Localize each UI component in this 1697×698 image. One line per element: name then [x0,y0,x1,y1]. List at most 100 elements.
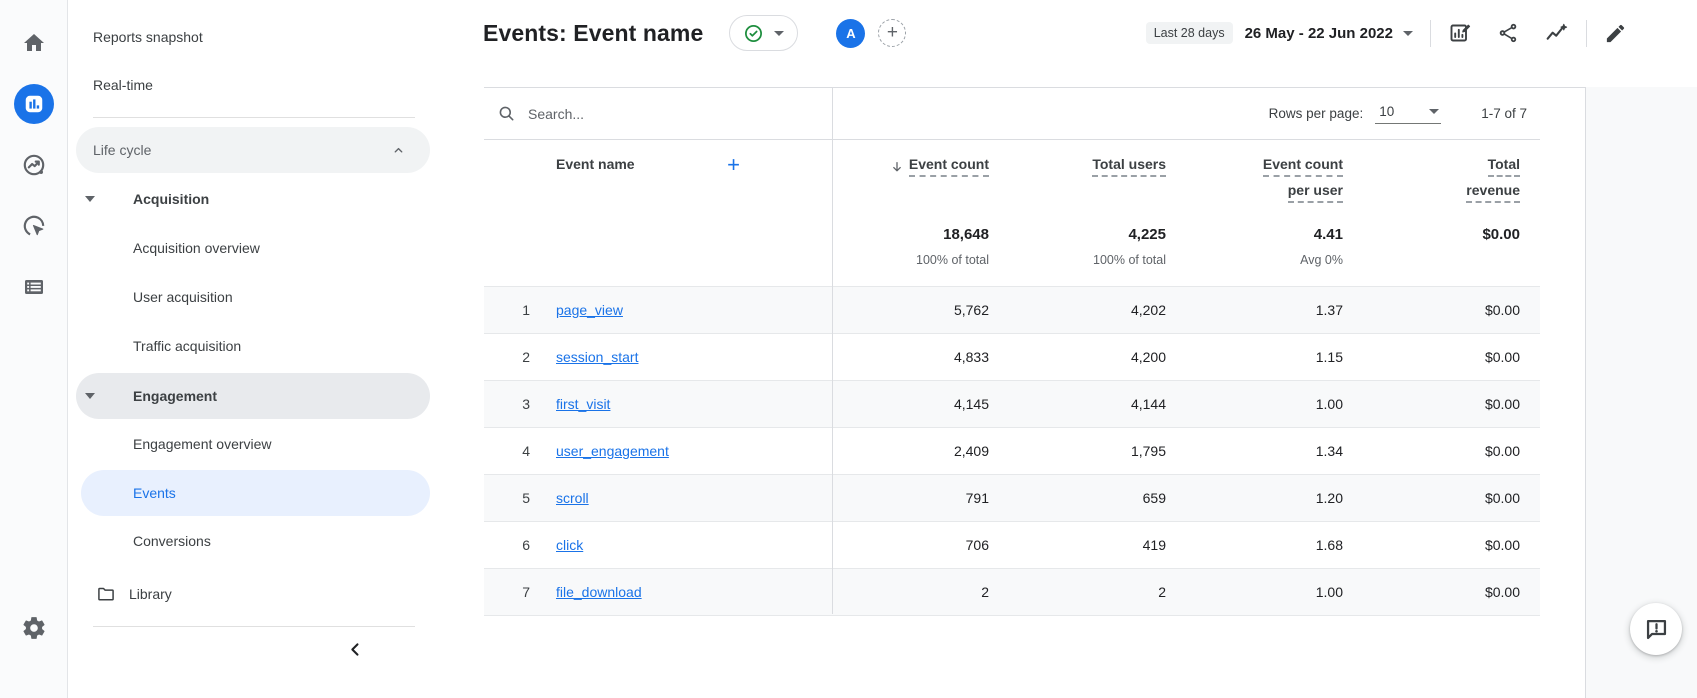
chevron-down-icon [1429,108,1440,114]
customize-report-icon[interactable] [1448,21,1472,45]
totals-value: 4,225 [1128,226,1166,243]
metric-value: 1.00 [1315,584,1343,600]
rows-per-page-select[interactable]: 10 [1375,104,1442,124]
report-header: Events: Event name A + Last 28 days 26 M… [443,0,1697,66]
sidebar-section-acquisition[interactable]: Acquisition [68,175,443,223]
pagination-range: 1-7 of 7 [1481,106,1527,121]
metric-value: 4,144 [1130,396,1166,412]
row-index: 2 [522,349,530,365]
date-preset-badge: Last 28 days [1145,22,1233,44]
table-header-row: Event name + Event count Total users Eve… [484,140,1540,212]
sidebar-divider [93,626,415,627]
sidebar-item-traffic-acquisition[interactable]: Traffic acquisition [68,322,443,370]
sidebar-collection-life-cycle[interactable]: Life cycle [76,127,430,173]
event-name-link[interactable]: file_download [556,584,642,600]
table-row: 5 scroll 791 659 1.20 $0.00 [484,474,1540,521]
sidebar-item-events-selected[interactable]: Events [81,470,430,516]
totals-subtitle: 100% of total [916,253,989,267]
metric-value: $0.00 [1484,443,1520,459]
sidebar-item-label: Conversions [133,533,211,549]
row-dimension-cell: 4 user_engagement [484,443,832,459]
column-header-event-count-per-user[interactable]: Event count per user [1186,140,1363,212]
column-header-label: Total users [1092,156,1166,177]
event-name-link[interactable]: scroll [556,490,589,506]
sidebar-item-reports-snapshot[interactable]: Reports snapshot [68,13,443,61]
sidebar-item-conversions[interactable]: Conversions [68,517,443,565]
report-status-pill[interactable] [729,15,799,51]
comparison-chip[interactable]: A [836,18,866,48]
feedback-bubble-icon [1643,616,1670,643]
dimension-header-label[interactable]: Event name [556,156,635,172]
event-name-link[interactable]: session_start [556,349,639,365]
admin-settings-button[interactable] [0,597,67,658]
metric-value: $0.00 [1484,302,1520,318]
collapse-sidebar-button[interactable] [346,640,365,659]
sidebar-item-realtime[interactable]: Real-time [68,61,443,109]
column-header-event-count[interactable]: Event count [832,140,1009,212]
sidebar-item-label: Traffic acquisition [133,338,242,354]
date-range-selector[interactable]: 26 May - 22 Jun 2022 [1244,24,1393,42]
event-name-link[interactable]: first_visit [556,396,611,412]
home-icon [22,31,46,55]
metric-value: $0.00 [1484,584,1520,600]
metric-value: 4,145 [953,396,989,412]
sidebar-item-label: Events [133,485,176,501]
row-index: 1 [522,302,530,318]
sidebar-item-engagement-overview[interactable]: Engagement overview [68,420,443,468]
column-header-total-users[interactable]: Total users [1009,140,1186,212]
feedback-button[interactable] [1630,603,1682,655]
sidebar-item-label: User acquisition [133,289,233,305]
list-icon [22,275,46,299]
row-index: 3 [522,396,530,412]
sidebar-section-engagement[interactable]: Engagement [76,373,430,419]
sidebar-item-library[interactable]: Library [68,570,443,618]
totals-value: 4.41 [1313,226,1343,243]
report-content: Rows per page: 10 1-7 of 7 Event name + [443,66,1697,698]
metric-value: $0.00 [1484,396,1520,412]
sort-descending-arrow-icon [890,160,904,174]
row-dimension-cell: 2 session_start [484,349,832,365]
event-name-link[interactable]: click [556,537,584,553]
edit-report-icon[interactable] [1604,22,1627,45]
sidebar-divider [93,117,415,118]
add-dimension-button[interactable]: + [727,152,740,177]
section-label: Engagement [133,388,218,404]
main-area: Events: Event name A + Last 28 days 26 M… [443,0,1697,698]
column-header-label: Event count [908,156,989,177]
column-header-label: Event count [1262,156,1343,177]
explore-nav-button[interactable] [0,134,67,195]
row-index: 4 [522,443,530,459]
chevron-up-icon [392,144,405,157]
totals-spacer [484,226,832,286]
add-comparison-button[interactable]: + [878,19,907,47]
folder-icon [96,584,116,604]
column-header-label: per user [1287,182,1343,203]
home-nav-button[interactable] [0,12,67,73]
toolbar-divider [1430,19,1431,47]
sidebar-item-acquisition-overview[interactable]: Acquisition overview [68,224,443,272]
event-name-link[interactable]: user_engagement [556,443,669,459]
configure-nav-button[interactable] [0,256,67,317]
metric-value: 1.00 [1315,396,1343,412]
sidebar-item-label: Reports snapshot [93,29,203,45]
row-index: 5 [522,490,530,506]
sidebar-item-label: Real-time [93,77,153,93]
row-index: 6 [522,537,530,553]
expand-triangle-icon [85,393,95,399]
chevron-down-icon[interactable] [1403,30,1413,36]
metric-value: 659 [1142,490,1166,506]
insights-icon[interactable] [1544,21,1569,46]
reports-nav-button[interactable] [0,73,67,134]
share-icon[interactable] [1497,22,1519,44]
sidebar-item-label: Engagement overview [133,436,272,452]
search-input[interactable] [528,105,758,122]
event-name-link[interactable]: page_view [556,302,623,318]
sidebar-item-user-acquisition[interactable]: User acquisition [68,273,443,321]
column-header-total-revenue[interactable]: Total revenue [1363,140,1540,212]
metric-value: 2 [981,584,989,600]
collection-label: Life cycle [93,142,152,158]
advertising-nav-button[interactable] [0,195,67,256]
expand-triangle-icon [85,196,95,202]
right-panel-strip [1585,87,1697,698]
metric-value: 1,795 [1130,443,1166,459]
